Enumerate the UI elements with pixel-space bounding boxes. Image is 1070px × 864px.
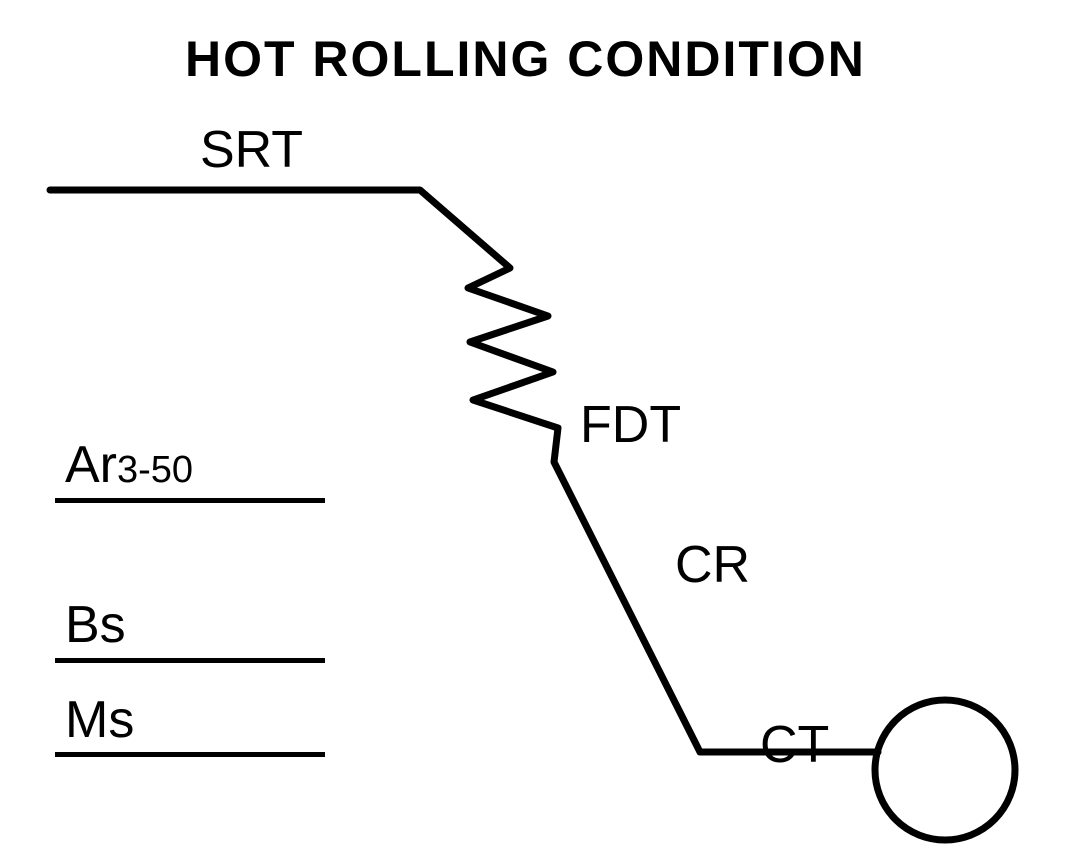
temperature-profile-path xyxy=(50,190,878,752)
coil-icon xyxy=(875,700,1015,840)
process-diagram xyxy=(0,0,1070,864)
